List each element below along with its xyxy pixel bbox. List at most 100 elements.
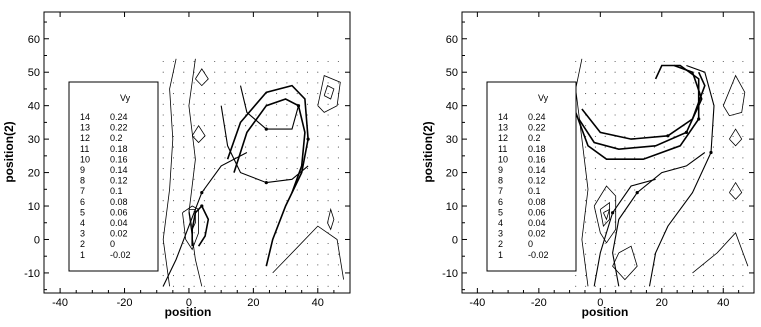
grid-point: [255, 71, 257, 73]
streamline-arrow: [200, 204, 204, 208]
grid-point: [193, 93, 195, 95]
grid-point: [673, 93, 675, 95]
grid-point: [594, 135, 596, 137]
legend-level: 13: [498, 123, 508, 133]
grid-point: [306, 103, 309, 105]
grid-point: [306, 242, 309, 245]
grid-point: [327, 210, 329, 212]
legend-level: 14: [498, 112, 508, 122]
grid-point: [234, 93, 236, 95]
grid-point: [624, 103, 626, 105]
grid-point: [703, 60, 705, 63]
grid-point: [644, 103, 646, 105]
grid-point: [214, 125, 216, 127]
grid-point: [255, 221, 257, 223]
streamline-arrow: [306, 137, 310, 141]
grid-point: [172, 60, 175, 63]
legend-value: 0.2: [110, 133, 123, 143]
grid-point: [337, 135, 339, 137]
grid-point: [296, 82, 298, 84]
grid-point: [214, 242, 216, 245]
grid-point: [732, 157, 734, 159]
grid-point: [245, 82, 247, 84]
grid-point: [693, 103, 695, 105]
grid-point: [224, 82, 226, 84]
grid-point: [683, 221, 685, 223]
grid-point: [742, 200, 744, 202]
grid-point: [683, 71, 685, 73]
grid-point: [276, 103, 278, 105]
grid-point: [172, 232, 175, 234]
grid-point: [327, 189, 329, 191]
grid-point: [183, 264, 185, 266]
grid-point: [594, 82, 596, 84]
grid-point: [732, 200, 734, 202]
grid-point: [255, 264, 257, 266]
grid-point: [306, 168, 309, 170]
y-tick-label: 30: [446, 134, 458, 146]
grid-point: [703, 264, 705, 266]
grid-point: [732, 189, 734, 191]
y-tick-label: 20: [446, 168, 458, 180]
grid-point: [203, 114, 205, 116]
grid-point: [337, 210, 339, 212]
grid-point: [203, 200, 205, 202]
grid-point: [265, 103, 267, 105]
grid-point: [337, 189, 339, 191]
grid-point: [722, 71, 724, 73]
grid-point: [276, 146, 278, 148]
grid-point: [224, 210, 226, 212]
y-axis-title: position(2): [2, 121, 16, 182]
grid-point: [614, 275, 616, 277]
grid-point: [693, 93, 695, 95]
grid-point: [337, 157, 339, 159]
legend-value: 0: [528, 239, 533, 249]
grid-point: [183, 178, 185, 180]
grid-point: [327, 285, 329, 287]
grid-point: [624, 168, 626, 170]
grid-point: [183, 285, 185, 287]
grid-point: [245, 210, 247, 212]
grid-point: [673, 264, 675, 266]
grid-point: [644, 210, 646, 212]
grid-point: [693, 157, 695, 159]
grid-point: [663, 221, 665, 223]
grid-point: [663, 168, 665, 170]
grid-point: [644, 242, 646, 245]
grid-point: [653, 200, 655, 202]
x-axis-title: position: [582, 305, 629, 319]
grid-point: [276, 125, 278, 127]
grid-point: [214, 103, 216, 105]
grid-point: [255, 232, 257, 234]
grid-point: [712, 93, 714, 95]
grid-point: [327, 242, 329, 245]
legend-level: 11: [80, 144, 89, 154]
grid-point: [265, 168, 267, 170]
legend-value: 0.06: [528, 207, 546, 217]
grid-point: [286, 125, 288, 127]
grid-point: [203, 168, 205, 170]
grid-point: [683, 242, 685, 245]
grid-point: [722, 157, 724, 159]
contour-lines: [162, 58, 344, 287]
grid-point: [317, 242, 319, 245]
grid-point: [722, 232, 724, 234]
grid-point: [722, 82, 724, 84]
grid-point: [693, 135, 695, 137]
streamline-arrow: [611, 211, 615, 215]
grid-point: [732, 178, 734, 180]
grid-point: [732, 71, 734, 73]
grid-point: [317, 189, 319, 191]
grid-point: [594, 168, 596, 170]
grid-point: [255, 242, 257, 245]
grid-point: [276, 71, 278, 73]
grid-point: [673, 114, 675, 116]
grid-point: [634, 189, 636, 191]
legend-value: 0.1: [110, 186, 123, 196]
grid-point: [722, 253, 724, 255]
grid-point: [317, 168, 319, 170]
legend-level: 2: [498, 239, 503, 249]
grid-point: [594, 221, 596, 223]
y-tick-label: -10: [442, 268, 458, 280]
